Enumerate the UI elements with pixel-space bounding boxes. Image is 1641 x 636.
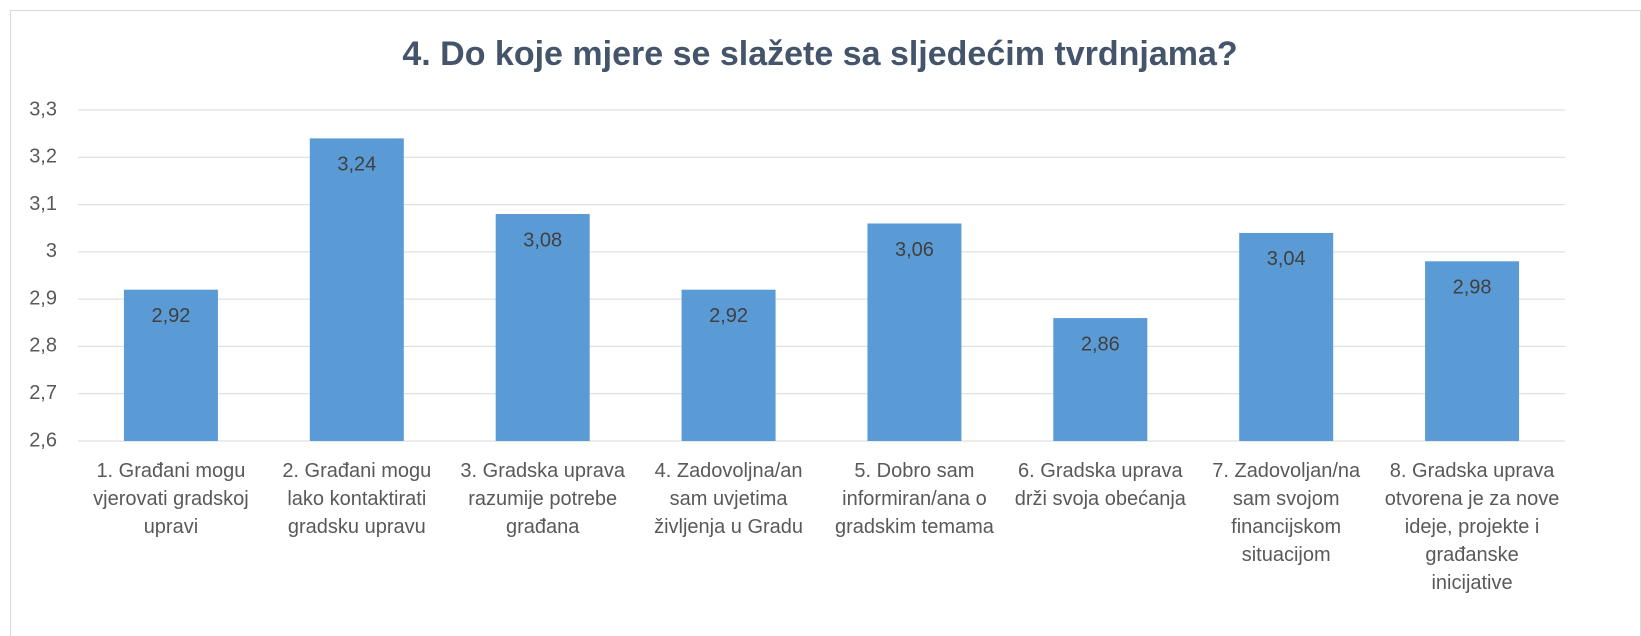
data-label: 3,08 (523, 229, 562, 251)
y-tick-label: 2,9 (29, 287, 57, 309)
chart-title: 4. Do koje mjere se slažete sa sljedećim… (402, 35, 1237, 73)
data-label: 3,06 (895, 239, 934, 261)
x-tick-label: 4. Zadovoljna/an sam uvjetima življenja … (654, 460, 804, 538)
bar (1053, 318, 1148, 441)
y-tick-label: 3,1 (29, 193, 57, 215)
bar (309, 138, 404, 441)
y-tick-label: 3 (46, 240, 57, 262)
x-tick-label: 7. Zadovoljan/na sam svojom financijskom… (1212, 460, 1361, 566)
bar (681, 289, 776, 441)
bar (1239, 232, 1334, 441)
data-label: 2,98 (1453, 277, 1492, 299)
x-tick-label: 8. Gradska uprava otvorena je za nove id… (1384, 460, 1560, 594)
data-label: 2,86 (1081, 333, 1120, 355)
chart-border (10, 10, 1641, 636)
bar (1425, 261, 1520, 441)
y-tick-label: 2,6 (29, 429, 57, 451)
y-tick-label: 2,8 (29, 335, 57, 357)
data-label: 2,92 (151, 305, 190, 327)
y-tick-label: 3,2 (29, 146, 57, 168)
x-tick-label: 5. Dobro sam informiran/ana o gradskim t… (834, 460, 994, 538)
y-tick-label: 3,3 (29, 98, 57, 120)
y-tick-label: 2,7 (29, 382, 57, 404)
data-label: 3,24 (337, 154, 376, 176)
x-tick-label: 1. Građani mogu vjerovati gradskoj uprav… (93, 460, 249, 538)
x-tick-label: 3. Gradska uprava razumije potrebe građa… (460, 460, 625, 538)
bar (867, 223, 962, 441)
data-label: 2,92 (709, 305, 748, 327)
bar (495, 214, 590, 441)
bar (123, 289, 218, 441)
x-tick-label: 6. Gradska uprava drži svoja obećanja (1014, 460, 1186, 510)
x-tick-label: 2. Građani mogu lako kontaktirati gradsk… (282, 460, 432, 538)
data-label: 3,04 (1267, 248, 1306, 270)
